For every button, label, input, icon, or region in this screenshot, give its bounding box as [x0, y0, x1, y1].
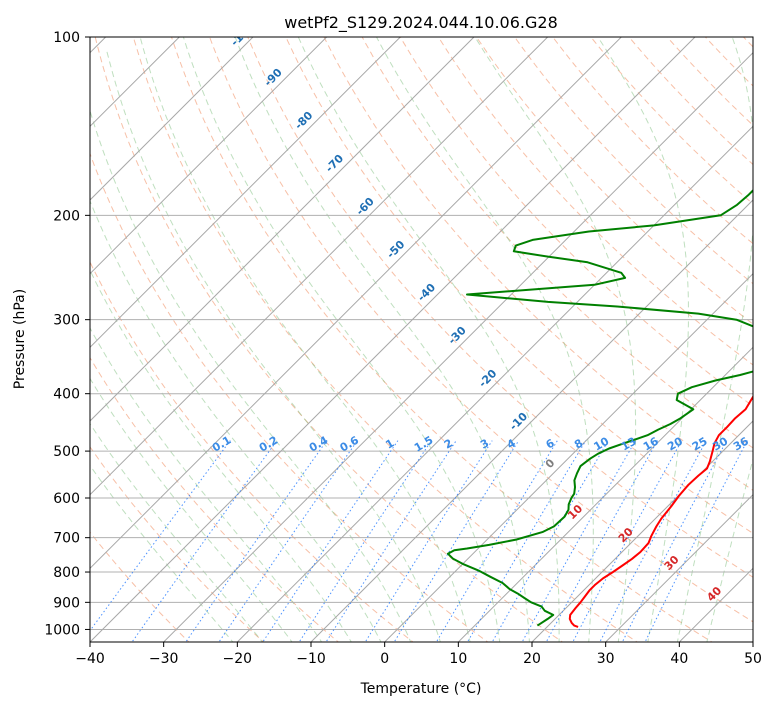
chart-title: wetPf2_S129.2024.044.10.06.G28	[284, 13, 558, 33]
dry-adiabat	[94, 37, 564, 642]
y-tick-label: 900	[53, 595, 80, 611]
dry-adiabat	[171, 37, 713, 642]
isotherm-label: -100	[228, 20, 257, 49]
x-axis-label: Temperature (°C)	[360, 681, 482, 697]
isotherm	[457, 346, 753, 642]
dry-adiabat	[590, 37, 753, 205]
isotherm	[90, 37, 623, 570]
dry-adiabat	[90, 356, 340, 642]
x-tick-label: −30	[149, 651, 179, 667]
x-tick-label: −10	[296, 651, 326, 667]
dry-adiabat	[285, 37, 753, 534]
temperature-profile	[568, 395, 753, 628]
mixing-ratio-line	[491, 440, 609, 642]
dry-adiabat	[437, 37, 753, 366]
moist-adiabat	[90, 464, 234, 642]
mixing-ratio-line	[298, 440, 432, 642]
y-tick-label: 500	[53, 444, 80, 460]
profile-lines	[446, 189, 753, 628]
isotherm	[90, 37, 328, 275]
plot-frame	[89, 36, 754, 643]
dry-adiabat	[132, 37, 639, 642]
dry-adiabat	[666, 37, 753, 126]
y-axis-label: Pressure (hPa)	[12, 289, 28, 389]
mixing-ratio-line	[325, 440, 457, 642]
dry-adiabat	[628, 37, 753, 166]
isotherm	[310, 199, 753, 642]
isotherm	[604, 493, 753, 642]
isotherm	[531, 420, 753, 642]
y-tick-label: 700	[53, 531, 80, 547]
moist-adiabat	[90, 422, 264, 642]
dry-adiabat	[323, 37, 753, 491]
moist-adiabat	[90, 199, 382, 642]
isotherm	[90, 37, 254, 201]
mixing-ratio-line	[521, 440, 637, 642]
isotherm	[236, 125, 753, 642]
x-tick-label: 50	[744, 651, 762, 667]
mixing-ratio-line	[599, 440, 707, 642]
mixing-ratio-line	[621, 440, 728, 642]
x-tick-label: 40	[670, 651, 688, 667]
axis-ticks: −40 −30 −20 −10 0 10 20 30 40 50 100 200 300 400 500 60…	[44, 30, 762, 667]
y-tick-label: 1000	[44, 622, 80, 638]
y-tick-label: 100	[53, 30, 80, 46]
mixing-ratio-line	[131, 440, 278, 642]
dry-adiabat	[90, 531, 190, 642]
x-tick-label: −40	[75, 651, 105, 667]
y-tick-label: 300	[53, 313, 80, 329]
background-lines	[90, 37, 753, 642]
moist-adiabat	[90, 377, 293, 642]
y-tick-label: 800	[53, 565, 80, 581]
mixing-ratio-line	[545, 440, 659, 642]
isotherm	[90, 37, 696, 642]
mixing-ratio-line	[393, 440, 520, 642]
x-tick-label: 20	[523, 651, 541, 667]
x-tick-label: −20	[223, 651, 253, 667]
mixing-ratio-line	[364, 440, 493, 642]
isotherm	[383, 272, 753, 642]
mixing-ratio-line	[572, 440, 683, 642]
y-tick-label: 200	[53, 208, 80, 224]
mixing-ratio-line	[262, 440, 399, 642]
mixing-ratio-line	[185, 440, 328, 642]
isotherm	[162, 51, 753, 642]
moist-adiabat	[90, 327, 323, 642]
isotherm	[90, 37, 475, 422]
isotherm	[90, 37, 402, 349]
mixing-ratio-line	[435, 440, 558, 642]
moist-adiabat	[90, 269, 352, 642]
moist-adiabat	[90, 109, 412, 642]
y-tick-label: 400	[53, 387, 80, 403]
x-tick-label: 30	[597, 651, 615, 667]
dry-adiabat	[361, 37, 753, 449]
x-tick-label: 10	[449, 651, 467, 667]
isotherm	[90, 37, 549, 496]
y-tick-label: 600	[53, 491, 80, 507]
dry-adiabat	[475, 37, 753, 325]
x-tick-label: 0	[380, 651, 389, 667]
mixing-ratio-line	[466, 440, 587, 642]
dewpoint-profile	[446, 189, 753, 627]
